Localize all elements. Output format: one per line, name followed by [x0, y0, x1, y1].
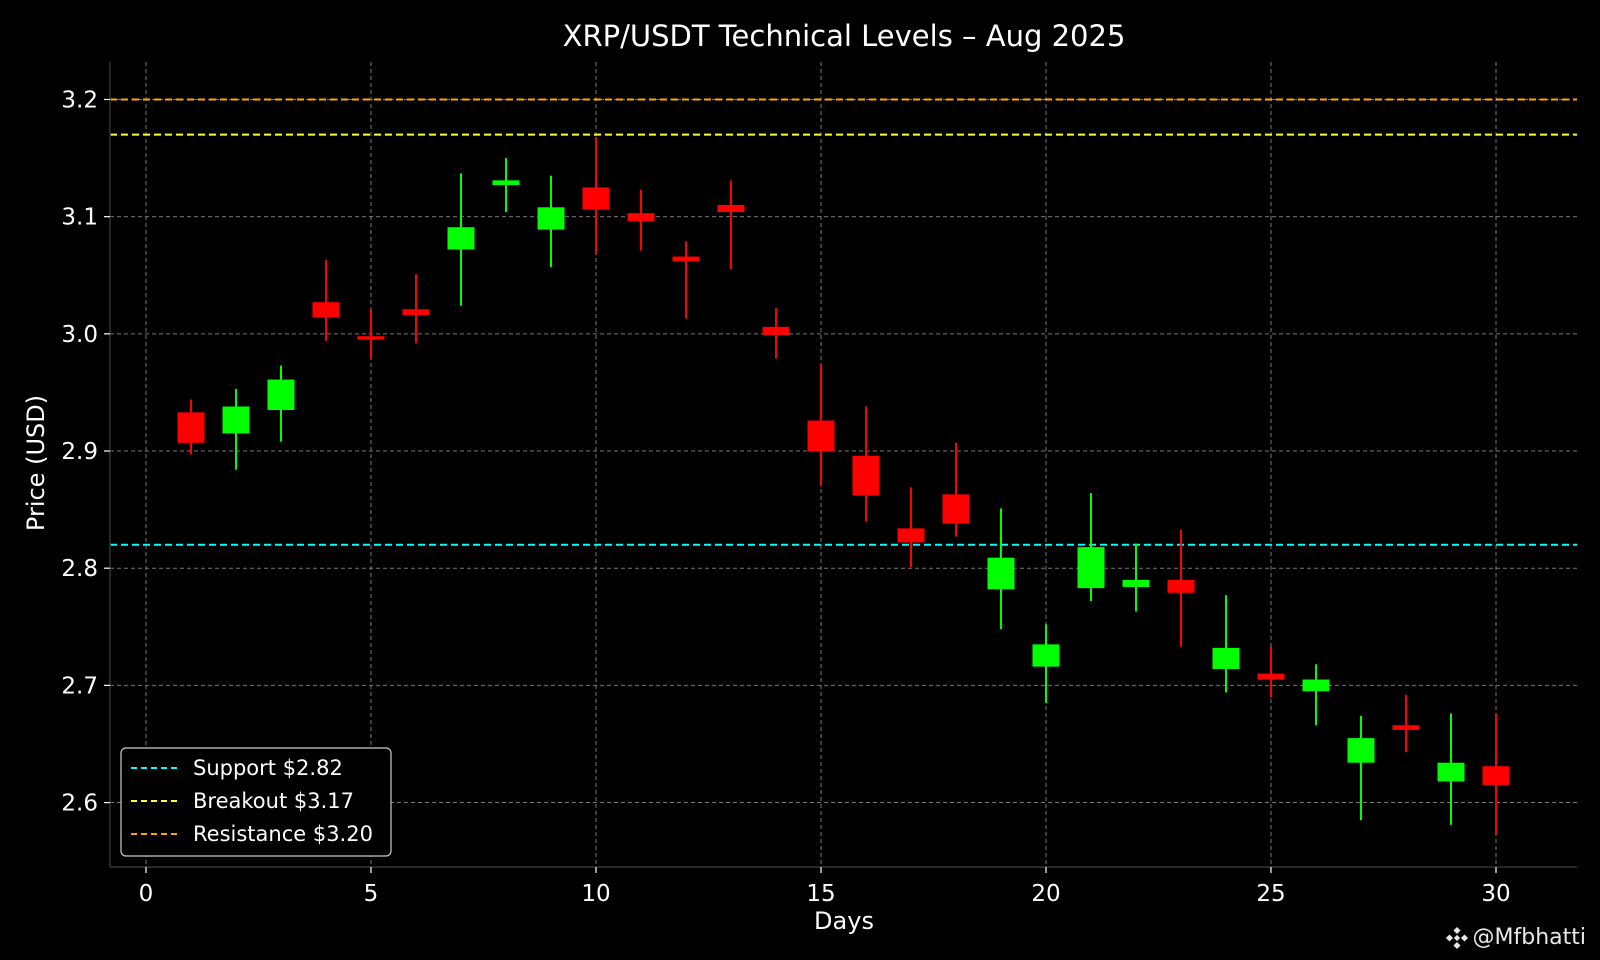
axes — [109, 62, 1577, 868]
candle-body — [942, 494, 970, 524]
y-tick-label: 3.0 — [61, 322, 98, 348]
candle-body — [1482, 766, 1510, 785]
candle-body — [762, 326, 790, 336]
y-tick-labels: 2.6 2.7 2.8 2.9 3.0 3.1 3.2 — [61, 87, 110, 817]
legend-label: Resistance $3.20 — [193, 822, 373, 846]
candle — [1032, 624, 1060, 703]
candle-body — [1167, 579, 1195, 593]
candle — [897, 487, 925, 568]
candle — [447, 173, 475, 306]
candle — [582, 136, 610, 255]
binance-diamond-icon — [1445, 926, 1468, 949]
candle — [1302, 664, 1330, 726]
candle-body — [1437, 762, 1465, 782]
candle — [357, 309, 385, 359]
candle-body — [582, 187, 610, 210]
candle-body — [357, 336, 385, 340]
x-axis-label: Days — [814, 907, 874, 935]
legend-label: Support $2.82 — [193, 756, 343, 780]
candle — [177, 399, 205, 455]
candle — [1392, 694, 1420, 753]
candle — [717, 180, 745, 270]
candle — [1167, 529, 1195, 647]
x-tick-label: 5 — [364, 881, 379, 907]
y-tick-label: 2.6 — [61, 791, 98, 817]
y-tick-label: 3.2 — [61, 87, 98, 113]
candle — [807, 364, 835, 487]
candle-body — [1302, 679, 1330, 692]
x-tick-labels: 0 5 10 15 20 25 30 — [139, 867, 1511, 907]
candle-body — [1257, 673, 1285, 680]
candle-body — [987, 557, 1015, 590]
candle-body — [537, 207, 565, 230]
candle — [1482, 713, 1510, 835]
y-axis-label: Price (USD) — [22, 395, 50, 531]
candle — [1347, 715, 1375, 821]
legend-item: Resistance $3.20 — [131, 822, 373, 846]
candle-body — [717, 204, 745, 212]
x-tick-label: 10 — [581, 881, 610, 907]
candle-body — [312, 302, 340, 318]
x-tick-label: 15 — [806, 881, 835, 907]
y-tick-label: 2.8 — [61, 556, 98, 582]
candle-body — [492, 180, 520, 186]
candle — [537, 175, 565, 268]
candle — [1257, 646, 1285, 698]
candle-body — [177, 412, 205, 443]
candle — [672, 241, 700, 319]
legend-label: Breakout $3.17 — [193, 789, 354, 813]
candle-body — [1032, 644, 1060, 667]
candle — [492, 158, 520, 212]
candle — [267, 365, 295, 442]
x-tick-label: 25 — [1256, 881, 1285, 907]
level-lines — [110, 98, 1577, 546]
candle-body — [627, 213, 655, 222]
candle-body — [1347, 738, 1375, 763]
candle-body — [1212, 647, 1240, 669]
y-tick-label: 3.1 — [61, 205, 98, 231]
watermark: @Mfbhatti — [1445, 925, 1586, 950]
candles — [177, 136, 1510, 835]
candle — [762, 308, 790, 359]
candle-body — [807, 420, 835, 452]
candle — [402, 274, 430, 344]
candle — [222, 388, 250, 470]
candle — [942, 442, 970, 537]
candle-body — [267, 379, 295, 411]
candle — [987, 508, 1015, 630]
x-tick-label: 30 — [1481, 881, 1510, 907]
candle-body — [1077, 547, 1105, 589]
y-tick-label: 2.9 — [61, 439, 98, 465]
candle-body — [447, 227, 475, 250]
candle-body — [897, 528, 925, 543]
candle — [1212, 595, 1240, 693]
candle — [627, 189, 655, 251]
candle-body — [402, 309, 430, 316]
candle-body — [1392, 725, 1420, 730]
candle-body — [852, 455, 880, 496]
legend-item: Breakout $3.17 — [131, 789, 354, 813]
y-tick-label: 2.7 — [61, 673, 98, 699]
candle — [1122, 543, 1150, 612]
x-tick-label: 20 — [1031, 881, 1060, 907]
candle — [852, 406, 880, 522]
legend: Support $2.82 Breakout $3.17 Resistance $3… — [120, 747, 392, 857]
candle-body — [672, 256, 700, 262]
candle — [1437, 713, 1465, 825]
candle — [1077, 493, 1105, 602]
legend-box — [120, 747, 392, 857]
candle — [312, 260, 340, 341]
legend-item: Support $2.82 — [131, 756, 343, 780]
candle-body — [222, 406, 250, 434]
x-tick-label: 0 — [139, 881, 154, 907]
candle-body — [1122, 579, 1150, 587]
watermark-text: @Mfbhatti — [1472, 925, 1586, 950]
chart-title: XRP/USDT Technical Levels – Aug 2025 — [563, 19, 1126, 53]
